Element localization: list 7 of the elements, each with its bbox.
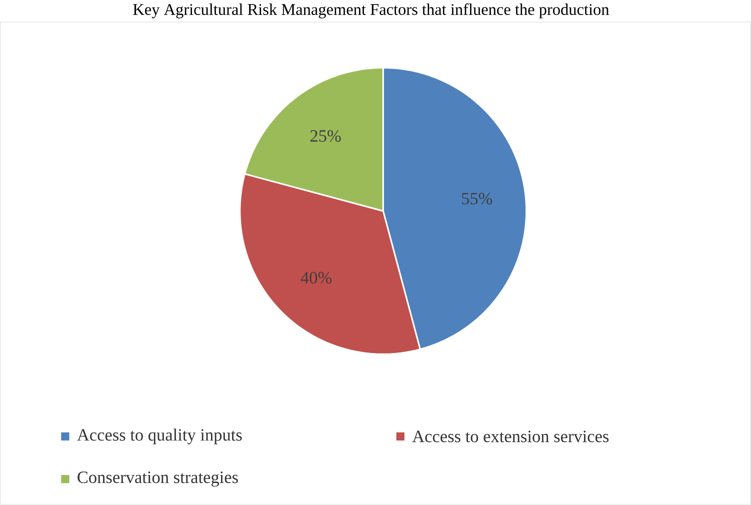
data-label: 40% xyxy=(300,272,332,284)
data-label: 55% xyxy=(462,192,492,205)
data-label: 25% xyxy=(310,130,341,142)
legend-label: Access to extension services xyxy=(412,430,609,442)
legend-label: Conservation strategies xyxy=(78,472,238,487)
chart-title: Key Agricultural Risk Management Factors that influence the production xyxy=(133,4,610,18)
legend-label: Access to quality inputs xyxy=(77,428,242,444)
